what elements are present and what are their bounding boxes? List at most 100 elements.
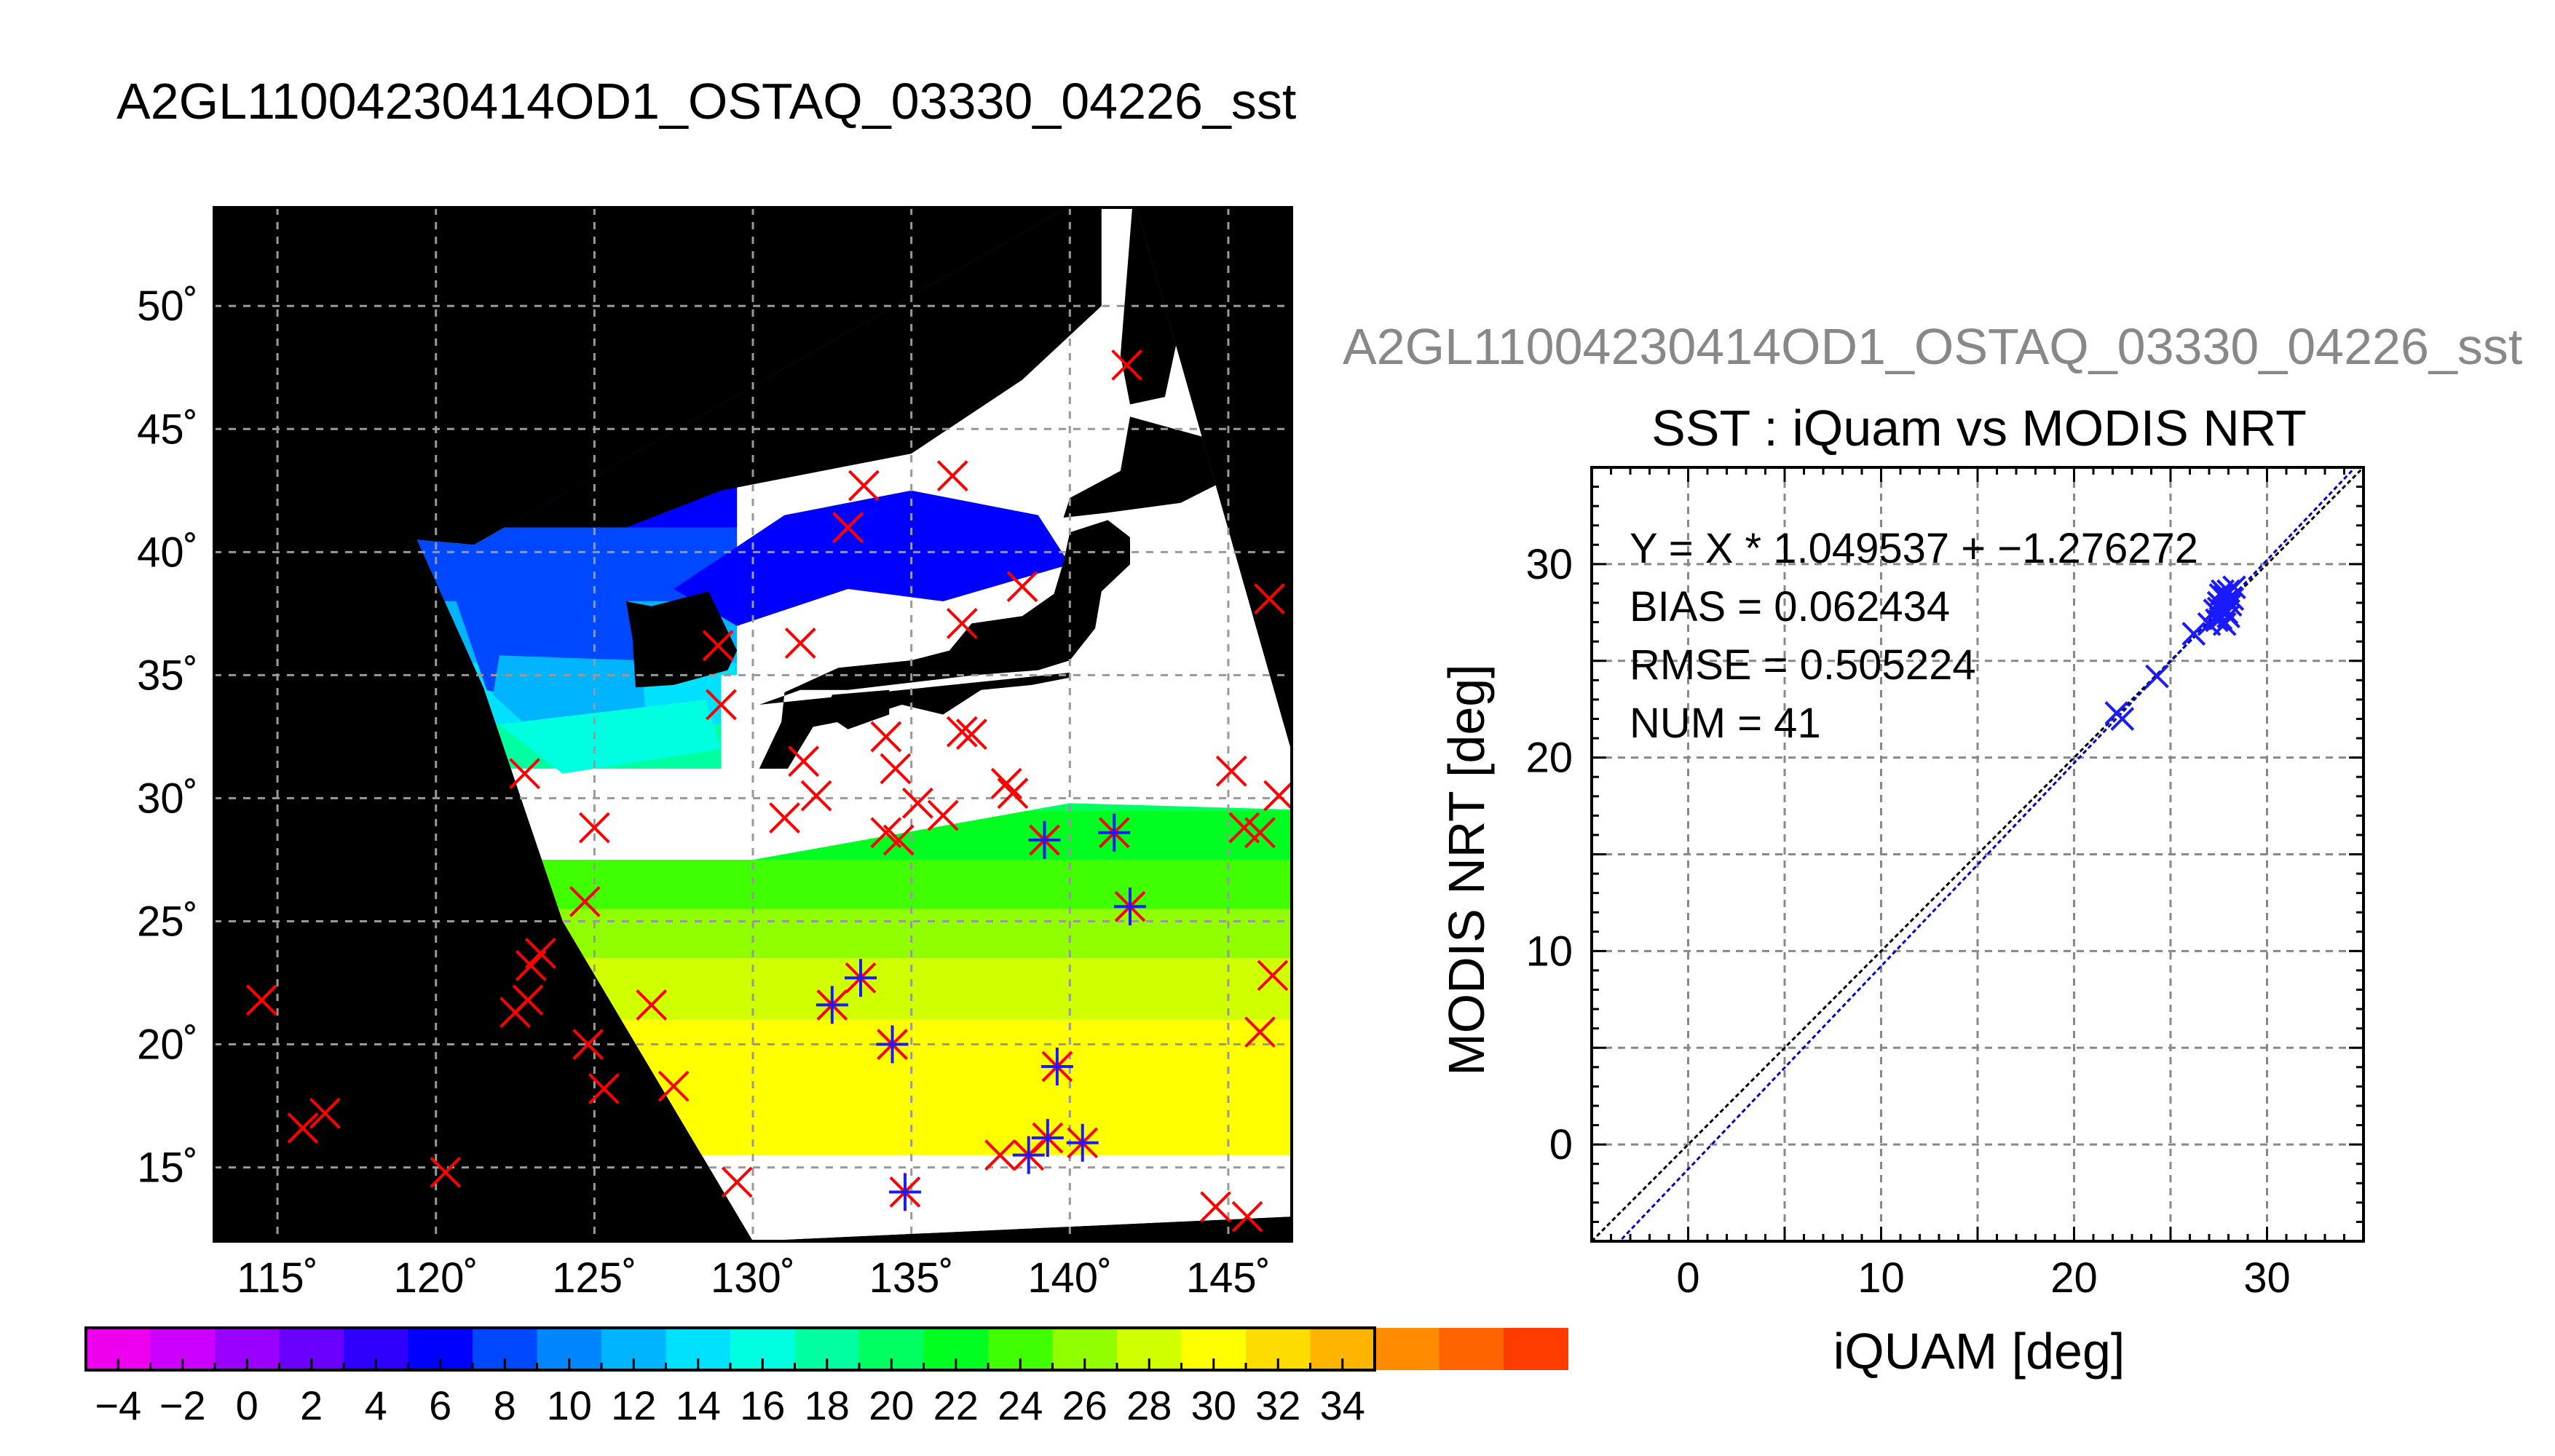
- scatter-inner: [1592, 467, 2364, 1241]
- buoy-marker: [721, 1166, 753, 1198]
- scatter-x-tick-label: 20: [2050, 1254, 2098, 1302]
- buoy-marker: [946, 607, 978, 639]
- colorbar-swatch: [1504, 1328, 1568, 1370]
- buoy-marker: [1244, 817, 1276, 849]
- colorbar-tick-label: 28: [1126, 1382, 1172, 1428]
- buoy-marker: [706, 689, 737, 721]
- colorbar-tick-label: 8: [494, 1382, 516, 1428]
- buoy-marker: [1006, 571, 1038, 603]
- buoy-marker: [769, 802, 800, 834]
- map-x-tick-label: 145˚: [1186, 1254, 1271, 1302]
- map-y-tick-label: 15˚: [137, 1144, 198, 1192]
- buoy-marker: [997, 778, 1029, 810]
- buoy-marker: [1244, 1016, 1276, 1048]
- buoy-marker: [800, 780, 832, 812]
- colorbar: −4 −2 0 2 4 6 8 10 12 14 16 18 20 22 24 26 28 30 32 34: [84, 1326, 1568, 1428]
- map-y-tick-label: 25˚: [137, 898, 198, 945]
- buoy-marker: [430, 1156, 462, 1188]
- buoy-markers: [245, 349, 1292, 1233]
- colorbar-tick-label: 22: [933, 1382, 979, 1428]
- colorbar-tick-label: 34: [1320, 1382, 1365, 1428]
- colorbar-tick-label: 30: [1191, 1382, 1236, 1428]
- colorbar-tick-label: −4: [95, 1382, 141, 1428]
- colorbar-tick-label: 16: [740, 1382, 785, 1428]
- scatter-plot-area: 0 10 20 30 0 10 20 30 Y = X * 1.049537 + −1.2762…: [1525, 466, 2365, 1302]
- scatter-x-tick-label: 10: [1857, 1254, 1905, 1302]
- map-y-tick-label: 45˚: [137, 405, 198, 453]
- colorbar-tick-label: 32: [1255, 1382, 1300, 1428]
- buoy-marker: [636, 989, 668, 1021]
- buoy-marker: [990, 767, 1022, 799]
- buoy-marker: [936, 460, 968, 491]
- buoy-marker: [524, 938, 556, 969]
- scatter-panel: SST : iQuam vs MODIS NRT iQUAM [deg] MOD…: [1438, 400, 2365, 1380]
- colorbar-tick-label: 4: [365, 1382, 387, 1428]
- buoy-marker: [882, 824, 915, 856]
- buoy-marker: [946, 716, 978, 748]
- scatter-point: [2212, 612, 2237, 636]
- map-x-tick-label: 130˚: [711, 1254, 795, 1302]
- buoy-marker: [309, 1097, 341, 1129]
- scatter-x-tick-label: 30: [2243, 1254, 2291, 1302]
- colorbar-tick-label: −2: [159, 1382, 206, 1428]
- buoy-marker: [788, 745, 820, 778]
- map-y-tick-label: 20˚: [137, 1021, 198, 1069]
- buoy-marker: [657, 1070, 690, 1102]
- land-korea: [625, 591, 738, 688]
- buoy-marker: [955, 719, 987, 750]
- colorbar-swatch: [1375, 1328, 1440, 1370]
- map-x-tick-label: 140˚: [1027, 1254, 1112, 1302]
- cloud-belt: [416, 768, 1292, 860]
- colorbar-tick-label: 12: [611, 1382, 656, 1428]
- scatter-y-tick-label: 20: [1525, 735, 1573, 782]
- main-title: A2GL11004230414OD1_OSTAQ_03330_04226_sst: [117, 73, 1296, 130]
- buoy-marker: [245, 984, 277, 1016]
- scatter-y-tick-label: 0: [1549, 1121, 1573, 1168]
- x-axis-label: iQUAM [deg]: [1833, 1323, 2125, 1380]
- scatter-point: [2222, 575, 2246, 600]
- buoy-marker: [832, 512, 864, 543]
- scatter-x-tick-label: 0: [1676, 1254, 1699, 1302]
- map-x-tick-label: 115˚: [237, 1254, 318, 1302]
- buoy-marker: [880, 753, 912, 785]
- buoy-marker: [1215, 755, 1247, 787]
- sst-band: [416, 859, 1292, 909]
- sst-patch: [674, 490, 1070, 626]
- map-y-tick-label: 50˚: [137, 282, 198, 330]
- buoy-marker: [1228, 812, 1260, 844]
- colorbar-tick-label: 24: [998, 1382, 1043, 1428]
- colorbar-tick-label: 0: [236, 1382, 258, 1428]
- y-axis-label: MODIS NRT [deg]: [1438, 664, 1495, 1075]
- scatter-y-tick-label: 10: [1525, 927, 1573, 975]
- buoy-marker: [515, 949, 547, 981]
- buoy-marker: [901, 787, 933, 819]
- buoy-marker: [1254, 583, 1285, 614]
- map-y-tick-label: 40˚: [137, 529, 198, 576]
- stats-annotation: BIAS = 0.062434: [1630, 583, 1950, 630]
- buoy-marker: [509, 758, 541, 790]
- map-panel: 115˚ 120˚ 125˚ 130˚ 135˚ 140˚ 145˚ 15˚ 20˚ 25˚ 30˚…: [137, 206, 1293, 1302]
- scatter-point: [2206, 596, 2231, 621]
- buoy-marker: [848, 470, 880, 502]
- colorbar-tick-label: 14: [676, 1382, 721, 1428]
- scatter-point: [2110, 707, 2135, 731]
- map-frame: [213, 206, 1293, 1243]
- colorbar-tick-label: 2: [300, 1382, 323, 1428]
- buoy-marker: [578, 812, 610, 844]
- buoy-marker: [702, 630, 734, 662]
- land-hokkaido: [1063, 416, 1244, 518]
- buoy-marker: [287, 1112, 319, 1144]
- map-y-tick-label: 35˚: [137, 652, 198, 699]
- scatter-point: [2145, 664, 2169, 689]
- buoy-marker: [870, 721, 902, 753]
- buoy-marker: [784, 628, 816, 659]
- map-x-tick-label: 120˚: [394, 1254, 478, 1302]
- sst-patch: [499, 700, 722, 774]
- colorbar-tick-label: 20: [869, 1382, 914, 1428]
- map-x-tick-label: 135˚: [869, 1254, 954, 1302]
- land-shikoku: [826, 689, 890, 729]
- buoy-marker: [1231, 1200, 1263, 1233]
- subtitle: A2GL11004230414OD1_OSTAQ_03330_04226_sst: [1343, 318, 2522, 375]
- map-grid: [214, 207, 1292, 1241]
